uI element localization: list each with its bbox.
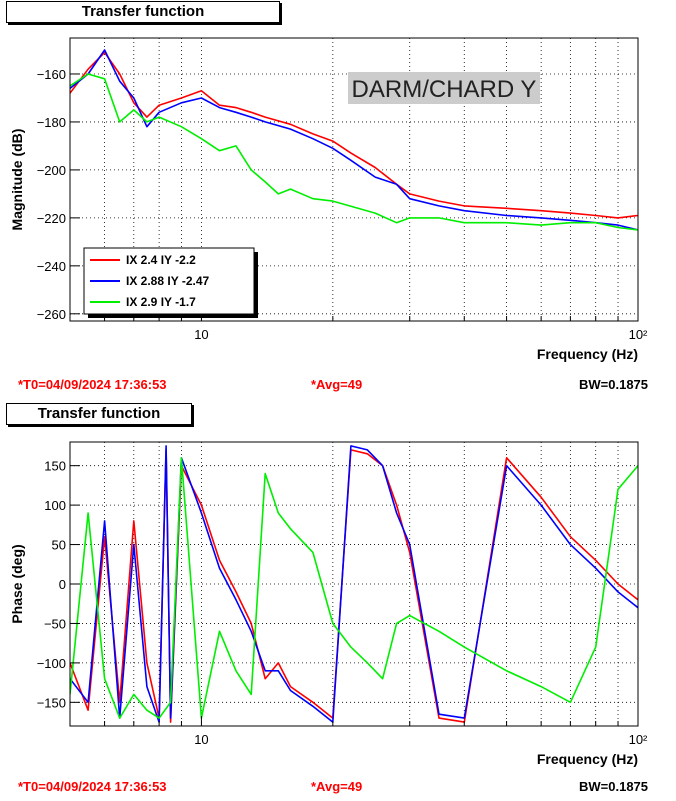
avg-label: *Avg=49 [311, 377, 363, 392]
t0-label: *T0=04/09/2024 17:36:53 [18, 779, 167, 794]
series-group [70, 445, 638, 723]
series-line-2 [70, 445, 638, 723]
panel-title: Transfer function [6, 1, 280, 23]
y-axis-title: Phase (deg) [9, 544, 25, 623]
bw-label: BW=0.1875 [579, 779, 649, 794]
y-tick-label: 50 [52, 538, 66, 553]
x-axis: 10 10² [104, 311, 648, 342]
annotation-box: DARM/CHARD Y [348, 72, 540, 104]
t0-label: *T0=04/09/2024 17:36:53 [18, 377, 167, 392]
phase-pad: Transfer function 10 10² Frequency (Hz) 150… [0, 402, 676, 801]
bw-label: BW=0.1875 [579, 377, 649, 392]
x-axis-title: Frequency (Hz) [537, 751, 638, 767]
avg-label: *Avg=49 [311, 779, 363, 794]
panel-title: Transfer function [6, 403, 192, 425]
y-tick-label: −260 [37, 307, 66, 322]
annotation-text: DARM/CHARD Y [352, 76, 537, 103]
x-axis-title: Frequency (Hz) [537, 346, 638, 362]
y-axis-title: Magnitude (dB) [9, 129, 25, 231]
legend-entry: IX 2.4 IY -2.2 [126, 253, 196, 267]
series-line-1 [70, 51, 638, 219]
y-tick-label: −100 [37, 656, 66, 671]
series-line-3 [70, 73, 638, 231]
legend: IX 2.4 IY -2.2 IX 2.88 IY -2.47 IX 2.9 IY … [83, 247, 258, 318]
x-axis: 10 10² [104, 716, 648, 747]
y-tick-label: −180 [37, 115, 66, 130]
series-group [70, 49, 638, 231]
y-tick-label: 100 [44, 498, 66, 513]
grid [70, 442, 638, 726]
series-line-2 [70, 49, 638, 231]
x-tick-label: 10² [629, 732, 648, 747]
y-tick-label: 0 [59, 577, 66, 592]
legend-entry: IX 2.9 IY -1.7 [126, 295, 196, 309]
y-tick-label: −220 [37, 211, 66, 226]
y-axis: 150 100 50 0 −50 −100 −150 [37, 459, 80, 710]
y-tick-label: −50 [44, 616, 66, 631]
annotation-background [348, 72, 540, 104]
x-tick-label: 10 [194, 732, 208, 747]
x-tick-label: 10 [194, 327, 208, 342]
y-axis: −160 −180 −200 −220 −240 −260 [37, 67, 80, 322]
plot-frame [69, 37, 639, 322]
y-tick-label: 150 [44, 459, 66, 474]
x-tick-label: 10² [629, 327, 648, 342]
phase-plot: 10 10² Frequency (Hz) 150 100 50 0 −50 −100 −150 P… [9, 441, 648, 767]
series-line-3 [70, 456, 638, 719]
y-tick-label: −150 [37, 695, 66, 710]
legend-entry: IX 2.88 IY -2.47 [126, 274, 209, 288]
series-line-1 [70, 449, 638, 723]
magnitude-pad: Transfer function 10 10² Frequency (Hz) −16… [0, 0, 676, 400]
y-tick-label: −240 [37, 259, 66, 274]
y-tick-label: −200 [37, 163, 66, 178]
y-tick-label: −160 [37, 67, 66, 82]
